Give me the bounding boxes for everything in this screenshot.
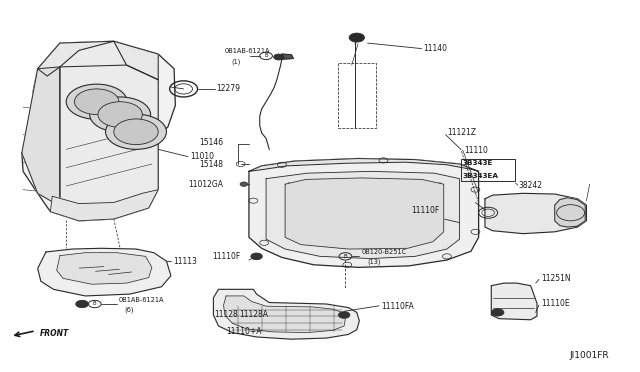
Text: (1): (1) bbox=[231, 58, 241, 65]
Bar bbox=[461, 158, 515, 180]
Polygon shape bbox=[485, 193, 586, 234]
Polygon shape bbox=[38, 248, 171, 296]
Circle shape bbox=[76, 300, 88, 308]
Polygon shape bbox=[492, 283, 537, 320]
Polygon shape bbox=[57, 253, 152, 284]
Polygon shape bbox=[266, 171, 460, 259]
Text: 15148: 15148 bbox=[200, 160, 223, 169]
Circle shape bbox=[98, 102, 142, 127]
Circle shape bbox=[492, 309, 504, 316]
Polygon shape bbox=[249, 158, 479, 171]
Text: 11012GA: 11012GA bbox=[189, 180, 223, 189]
Text: 15146: 15146 bbox=[200, 138, 223, 147]
Text: 0B1AB-6121A: 0B1AB-6121A bbox=[118, 296, 164, 302]
Text: 11121Z: 11121Z bbox=[447, 128, 476, 137]
Text: 11110FA: 11110FA bbox=[381, 302, 414, 311]
Circle shape bbox=[106, 114, 166, 149]
Text: 11010: 11010 bbox=[190, 152, 214, 161]
Polygon shape bbox=[249, 158, 479, 267]
Text: 11110F: 11110F bbox=[411, 206, 439, 215]
Text: 11128A: 11128A bbox=[239, 311, 268, 320]
Circle shape bbox=[114, 119, 158, 145]
Polygon shape bbox=[282, 54, 293, 59]
Text: 12279: 12279 bbox=[216, 84, 241, 93]
Polygon shape bbox=[22, 67, 60, 206]
Text: 11110E: 11110E bbox=[541, 299, 570, 308]
Text: (6): (6) bbox=[125, 306, 134, 313]
Text: 11113: 11113 bbox=[173, 257, 196, 266]
Text: 0B1AB-6121A: 0B1AB-6121A bbox=[225, 48, 270, 54]
Text: 11110+A: 11110+A bbox=[226, 327, 262, 336]
Text: B: B bbox=[93, 301, 97, 307]
Text: 11128: 11128 bbox=[214, 311, 238, 320]
Circle shape bbox=[240, 182, 248, 186]
Text: 0B120-B251C: 0B120-B251C bbox=[361, 249, 406, 255]
Circle shape bbox=[74, 89, 119, 115]
Text: 11110F: 11110F bbox=[212, 252, 241, 261]
Polygon shape bbox=[555, 198, 585, 227]
Polygon shape bbox=[60, 41, 158, 221]
Text: 11110: 11110 bbox=[465, 145, 488, 155]
Circle shape bbox=[90, 97, 150, 132]
Text: 11140: 11140 bbox=[424, 44, 447, 53]
Circle shape bbox=[339, 312, 350, 318]
Circle shape bbox=[274, 54, 284, 60]
Text: 38242: 38242 bbox=[518, 181, 542, 190]
Text: (13): (13) bbox=[367, 259, 381, 265]
Circle shape bbox=[66, 84, 127, 119]
Text: 3B343EA: 3B343EA bbox=[463, 173, 499, 179]
Text: B: B bbox=[344, 254, 347, 259]
Polygon shape bbox=[38, 41, 158, 80]
Circle shape bbox=[349, 33, 364, 42]
Text: JI1001FR: JI1001FR bbox=[569, 351, 609, 360]
Polygon shape bbox=[285, 178, 444, 249]
Polygon shape bbox=[213, 289, 359, 339]
Polygon shape bbox=[22, 41, 175, 221]
Text: 11251N: 11251N bbox=[541, 274, 570, 283]
Polygon shape bbox=[223, 296, 346, 333]
Text: B: B bbox=[264, 54, 268, 58]
Circle shape bbox=[251, 253, 262, 260]
Text: FRONT: FRONT bbox=[40, 329, 69, 338]
Text: 3B343E: 3B343E bbox=[463, 160, 493, 166]
Polygon shape bbox=[51, 190, 158, 221]
